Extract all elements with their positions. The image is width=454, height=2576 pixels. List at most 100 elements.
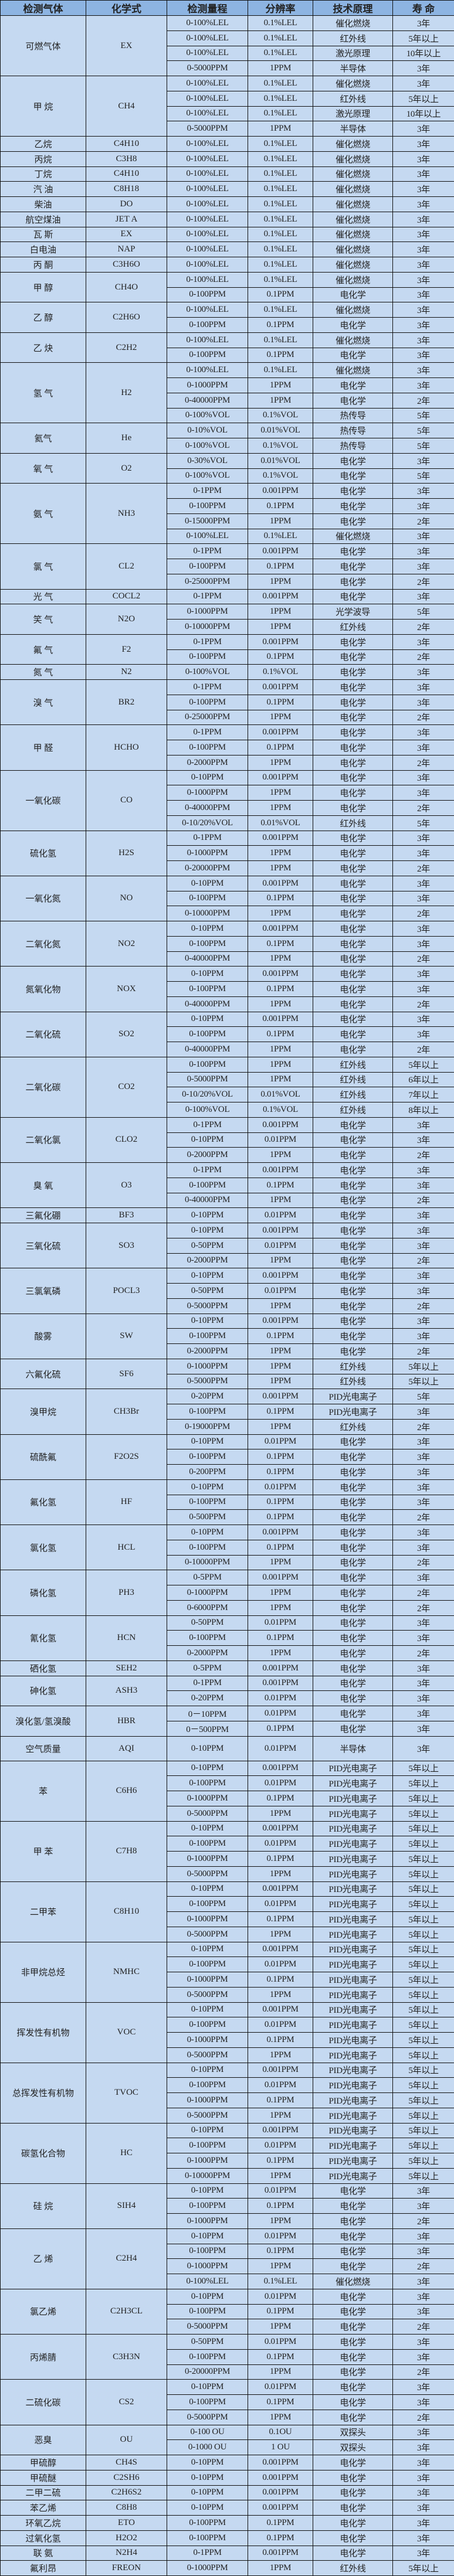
resolution-cell: 0.001PPM <box>248 1313 313 1329</box>
technology-cell: 催化燃烧 <box>313 151 393 166</box>
resolution-cell: 0.01PPM <box>248 1615 313 1631</box>
technology-cell: 电化学 <box>313 1253 393 1268</box>
technology-cell: 电化学 <box>313 2304 393 2319</box>
range-cell: 0-1000 OU <box>167 2440 248 2455</box>
range-cell: 0-1PPM <box>167 1163 248 1178</box>
lifespan-cell: 3年 <box>393 182 454 197</box>
technology-cell: 电化学 <box>313 2228 393 2244</box>
resolution-cell: 0.01PPM <box>248 1132 313 1148</box>
technology-cell: 电化学 <box>313 499 393 514</box>
range-cell: 0-100%VOL <box>167 665 248 680</box>
technology-cell: 电化学 <box>313 1238 393 1253</box>
resolution-cell: 0.1%LEL <box>248 76 313 91</box>
technology-cell: 电化学 <box>313 861 393 876</box>
technology-cell: 电化学 <box>313 1313 393 1329</box>
resolution-cell: 0.01PPM <box>248 2335 313 2350</box>
gas-name-cell: 甲 醇 <box>1 272 86 302</box>
lifespan-cell: 2年 <box>393 1042 454 1057</box>
technology-cell: 电化学 <box>313 1223 393 1238</box>
formula-cell: C2SH6 <box>86 2470 167 2485</box>
gas-name-cell: 二氧化硫 <box>1 1012 86 1057</box>
range-cell: 0-10PPM <box>167 1942 248 1957</box>
range-cell: 0-10000PPM <box>167 906 248 921</box>
range-cell: 0-100%LEL <box>167 212 248 227</box>
lifespan-cell: 5年以上 <box>393 1897 454 1912</box>
lifespan-cell: 3年 <box>393 272 454 287</box>
lifespan-cell: 2年 <box>393 1600 454 1615</box>
range-cell: 0-50PPM <box>167 2335 248 2350</box>
technology-cell: 电化学 <box>313 2364 393 2380</box>
technology-cell: 电化学 <box>313 1329 393 1344</box>
resolution-cell: 0.1PPM <box>248 318 313 333</box>
lifespan-cell: 3年 <box>393 2289 454 2304</box>
gas-name-cell: 二氧化氯 <box>1 1117 86 1162</box>
resolution-cell: 1PPM <box>248 861 313 876</box>
technology-cell: 电化学 <box>313 1615 393 1631</box>
range-cell: 0-50PPM <box>167 1284 248 1299</box>
technology-cell: 电化学 <box>313 846 393 861</box>
technology-cell: 电化学 <box>313 695 393 710</box>
lifespan-cell: 3年 <box>393 1012 454 1027</box>
formula-cell: HCL <box>86 1525 167 1570</box>
resolution-cell: 0.1%LEL <box>248 46 313 61</box>
technology-cell: 电化学 <box>313 287 393 302</box>
range-cell: 0-50PPM <box>167 1238 248 1253</box>
header-gas: 检测气体 <box>1 1 86 16</box>
technology-cell: 热传导 <box>313 423 393 438</box>
technology-cell: 催化燃烧 <box>313 242 393 257</box>
technology-cell: 电化学 <box>313 2380 393 2395</box>
formula-cell: C8H10 <box>86 1881 167 1942</box>
lifespan-cell: 5年以上 <box>393 1852 454 1867</box>
technology-cell: PID光电离子 <box>313 2063 393 2078</box>
lifespan-cell: 2年 <box>393 996 454 1012</box>
resolution-cell: 0.001PPM <box>248 2546 313 2561</box>
resolution-cell: 0.1PPM <box>248 1027 313 1042</box>
gas-name-cell: 氰化氢 <box>1 1615 86 1660</box>
lifespan-cell: 3年 <box>393 1525 454 1540</box>
technology-cell: 电化学 <box>313 2259 393 2274</box>
range-cell: 0-10PPM <box>167 921 248 937</box>
technology-cell: 催化燃烧 <box>313 529 393 544</box>
lifespan-cell: 5年以上 <box>393 1836 454 1852</box>
resolution-cell: 1PPM <box>248 393 313 408</box>
resolution-cell: 0.001PPM <box>248 1660 313 1676</box>
range-cell: 0-10PPM <box>167 2289 248 2304</box>
lifespan-cell: 3年 <box>393 634 454 649</box>
range-cell: 0-100PPM <box>167 1404 248 1420</box>
range-cell: 0-1PPM <box>167 680 248 695</box>
gas-name-cell: 甲 醛 <box>1 725 86 770</box>
technology-cell: 红外线 <box>313 2561 393 2576</box>
resolution-cell: 0.1PPM <box>248 1912 313 1927</box>
resolution-cell: 0.01PPM <box>248 1836 313 1852</box>
range-cell: 0-1000PPM <box>167 604 248 620</box>
formula-cell: OU <box>86 2425 167 2455</box>
range-cell: 0-1000PPM <box>167 846 248 861</box>
gas-name-cell: 氟化氢 <box>1 1479 86 1524</box>
gas-name-cell: 三氯氧磷 <box>1 1268 86 1313</box>
resolution-cell: 1PPM <box>248 1057 313 1072</box>
formula-cell: FREON <box>86 2561 167 2576</box>
lifespan-cell: 3年 <box>393 1465 454 1480</box>
formula-cell: AQI <box>86 1736 167 1761</box>
gas-name-cell: 甲 苯 <box>1 1821 86 1881</box>
lifespan-cell: 6年以上 <box>393 1072 454 1087</box>
formula-cell: NOX <box>86 967 167 1012</box>
lifespan-cell: 2年 <box>393 1510 454 1525</box>
technology-cell: 电化学 <box>313 770 393 785</box>
gas-name-cell: 汽 油 <box>1 182 86 197</box>
range-cell: 0-10PPM <box>167 967 248 982</box>
lifespan-cell: 3年 <box>393 921 454 937</box>
formula-cell: O3 <box>86 1163 167 1208</box>
resolution-cell: 0.001PPM <box>248 1012 313 1027</box>
